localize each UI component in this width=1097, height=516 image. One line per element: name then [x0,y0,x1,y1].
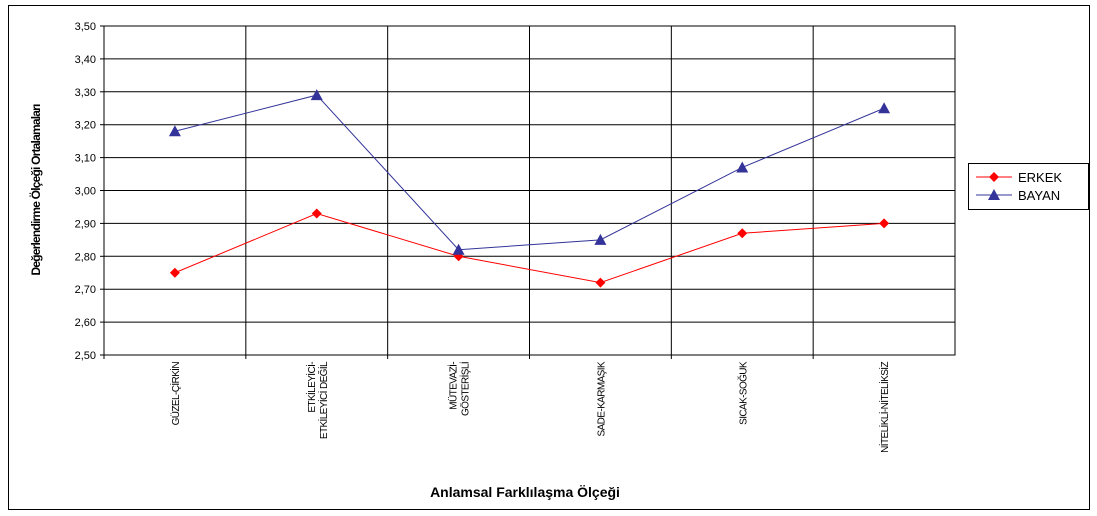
y-tick-label: 2,70 [75,284,96,296]
y-axis-label: Değerlendirme Ölçeği Ortalamaları [28,104,43,275]
marker [988,189,1000,200]
y-tick-label: 3,50 [75,21,96,33]
chart-border [8,5,1090,510]
marker [594,233,607,245]
x-tick-label: ETKİLEYİCİ-ETKİLEYİCİ DEĞİL [305,361,330,439]
y-tick-label: 2,90 [75,218,96,230]
marker [989,172,999,182]
y-tick-label: 2,80 [75,251,96,263]
marker [168,125,181,137]
marker [310,89,323,101]
x-tick-label: NİTELİKLİ-NİTELİKSİZ [878,362,891,453]
x-tick-label: SICAK-SOĞUK [736,361,749,425]
marker [878,102,891,114]
legend-label: BAYAN [1018,188,1060,203]
marker [737,228,748,239]
marker [879,218,890,229]
y-tick-label: 3,30 [75,87,96,99]
legend-box [968,163,1089,210]
marker [169,267,180,278]
series-line [174,212,885,284]
marker [595,277,606,288]
x-axis-label: Anlamsal Farklılaşma Ölçeği [430,484,620,500]
y-tick-label: 3,20 [75,120,96,132]
y-tick-label: 2,50 [75,350,96,362]
x-tick-label: SADE-KARMAŞIK [596,361,607,436]
series-line [174,94,885,251]
y-tick-label: 3,40 [75,54,96,66]
y-tick-label: 3,10 [75,153,96,165]
marker [736,161,749,173]
marker [452,243,465,255]
x-tick-label: MÜTEVAZİ-GÖSTERİŞLİ [447,362,472,416]
x-tick-label: GÜZEL-ÇİRKİN [169,362,182,426]
marker [311,208,322,219]
y-tick-label: 2,60 [75,317,96,329]
y-tick-label: 3,00 [75,186,96,198]
legend-label: ERKEK [1018,170,1062,185]
